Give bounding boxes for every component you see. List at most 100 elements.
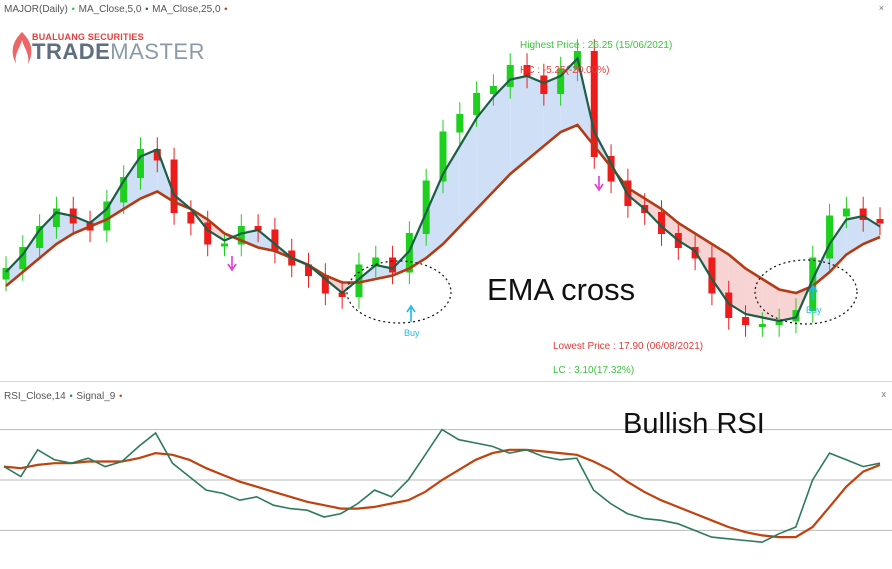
- sell-arrow-icon: [594, 176, 604, 192]
- ma-cloud-segment: [140, 149, 158, 199]
- ma-slow-line: [5, 123, 881, 295]
- panel-divider: [0, 381, 892, 382]
- highest-price-label: Highest Price : 26.25 (15/06/2021): [520, 40, 673, 51]
- rsi-label: RSI_Close,14: [4, 391, 66, 402]
- candle-down: [187, 212, 195, 224]
- candle-up: [826, 215, 834, 259]
- candle-up: [506, 65, 514, 87]
- candle-up: [120, 177, 128, 203]
- ma-cloud-segment: [560, 58, 578, 132]
- logo-trade: TRADE: [32, 39, 111, 64]
- moving-averages: [5, 56, 881, 323]
- ma-cloud-segment: [661, 209, 679, 241]
- rsi-chart[interactable]: [0, 386, 892, 569]
- ma-cloud-segment: [779, 289, 796, 321]
- ma-cloud-segment: [258, 230, 275, 251]
- logo-subtitle: BUALUANG SECURITIES: [32, 32, 144, 42]
- candle-up: [136, 149, 144, 178]
- rsi-dot-icon: •: [69, 391, 73, 401]
- candle-down: [742, 317, 750, 325]
- tradmaster-logo: BUALUANG SECURITIES TRADEMASTER: [8, 32, 205, 64]
- ma-slow-label: MA_Close,25,0: [152, 4, 221, 15]
- ma-cloud-segment: [762, 279, 780, 321]
- rsi-lines: [3, 428, 881, 544]
- ma-cloud-segment: [627, 188, 645, 209]
- ma-cloud-segment: [846, 216, 864, 255]
- candle-up: [842, 208, 850, 217]
- candles: [2, 39, 884, 337]
- candle-down: [540, 75, 548, 94]
- ma-fast-dot-icon: •: [71, 4, 75, 14]
- candle-up: [221, 243, 228, 247]
- candle-up: [557, 68, 565, 94]
- ma-cloud-segment: [644, 198, 662, 227]
- candle-up: [439, 131, 447, 182]
- lowest-price-label: Lowest Price : 17.90 (06/08/2021): [553, 341, 704, 352]
- ma-cloud-segment: [527, 76, 544, 160]
- ma-cloud-segment: [510, 76, 528, 174]
- chart-overlays: [227, 176, 858, 325]
- candle-down: [590, 51, 598, 157]
- ma-cloud-segment: [409, 212, 427, 269]
- rsi-panel-close-button[interactable]: x: [881, 389, 887, 399]
- price-panel-close-button[interactable]: ×: [878, 3, 884, 13]
- signal-line: [3, 448, 881, 539]
- price-chart[interactable]: [0, 0, 892, 380]
- bullish-rsi-label: Bullish RSI: [623, 408, 765, 440]
- candle-down: [271, 229, 279, 252]
- candle-up: [52, 208, 60, 227]
- ema-cross-label: EMA cross: [487, 272, 636, 307]
- ma-cloud-segment: [73, 216, 91, 234]
- ma-cloud-segment: [543, 76, 561, 146]
- buy-label: Buy: [806, 305, 822, 315]
- ma-slow-color-icon: •: [224, 4, 228, 14]
- ma-cloud-segment: [459, 118, 477, 227]
- ema-cross-circle-1: [346, 260, 452, 324]
- candle-up: [758, 324, 766, 327]
- ma-cloud-segment: [207, 219, 225, 241]
- ma-cloud-segment: [745, 268, 763, 318]
- ma-cloud-segment: [711, 244, 729, 304]
- ma-cloud-segment: [6, 254, 23, 286]
- ma-cloud-segment: [426, 174, 443, 258]
- ma-fast-line: [5, 56, 881, 323]
- buy-arrow-icon: [808, 284, 818, 300]
- ma-fast-label: MA_Close,5,0: [78, 4, 142, 15]
- ma-cloud-segment: [863, 216, 880, 244]
- ma-cloud-segment: [829, 219, 847, 272]
- candle-up: [36, 226, 44, 248]
- candle-down: [859, 208, 867, 220]
- rsi-legend: RSI_Close,14 • Signal_9 •: [4, 391, 123, 402]
- ma-cloud-segment: [123, 156, 141, 209]
- ma-cloud-segment: [443, 146, 460, 244]
- symbol-label: MAJOR(Daily): [4, 4, 68, 15]
- candle-up: [489, 86, 497, 94]
- ma-cloud-segment: [476, 97, 494, 209]
- sell-arrow-icon: [227, 256, 237, 272]
- ma-cloud-segment: [728, 254, 746, 314]
- buy-label: Buy: [404, 328, 420, 338]
- candle-up: [456, 114, 464, 133]
- candle-down: [876, 219, 884, 224]
- ma-cloud-segment: [678, 223, 696, 251]
- logo-flame-icon: [12, 32, 32, 64]
- ma-cloud-segment: [56, 212, 74, 244]
- ma-cloud-segment: [493, 79, 511, 192]
- buy-arrow-icon: [406, 304, 416, 322]
- candle-up: [103, 201, 111, 231]
- ma-slow-dot-icon: •: [145, 4, 149, 14]
- candle-up: [2, 268, 10, 280]
- signal-label: Signal_9: [76, 391, 116, 402]
- lc-label: LC : 3.10(17.32%): [553, 365, 635, 376]
- ma-cloud-segment: [241, 230, 259, 248]
- rsi-levels: [0, 429, 892, 531]
- rsi-line: [3, 428, 881, 544]
- candle-down: [204, 222, 212, 245]
- ma-cloud-segment: [695, 233, 712, 279]
- hc-label: HC : -5.25(-20.00%): [520, 65, 610, 76]
- candle-up: [473, 93, 481, 115]
- signal-dot-icon: •: [119, 391, 123, 401]
- price-legend: MAJOR(Daily) • MA_Close,5,0 • MA_Close,2…: [4, 4, 228, 15]
- ma-cloud-segment: [106, 181, 124, 220]
- ema-cross-circle-2: [754, 259, 858, 325]
